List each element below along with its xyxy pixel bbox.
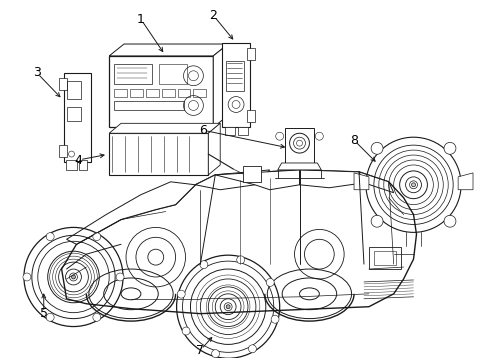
Polygon shape — [66, 182, 195, 244]
Circle shape — [225, 305, 230, 309]
Bar — [114, 100, 183, 111]
Circle shape — [46, 313, 54, 321]
Circle shape — [211, 350, 219, 357]
Bar — [243, 166, 260, 182]
Bar — [177, 89, 190, 96]
Circle shape — [411, 183, 415, 187]
Polygon shape — [195, 170, 269, 190]
Circle shape — [46, 233, 54, 240]
Polygon shape — [109, 44, 228, 56]
Polygon shape — [61, 170, 416, 314]
Bar — [222, 43, 249, 127]
Polygon shape — [109, 123, 220, 133]
Bar — [238, 127, 247, 135]
Circle shape — [93, 233, 101, 240]
Circle shape — [182, 327, 190, 335]
Bar — [373, 251, 395, 265]
Bar — [130, 89, 142, 96]
Polygon shape — [353, 173, 368, 190]
Text: 8: 8 — [349, 134, 357, 147]
Circle shape — [236, 256, 244, 264]
Bar — [59, 145, 66, 157]
Text: 7: 7 — [196, 344, 204, 357]
Polygon shape — [358, 172, 393, 193]
Bar — [109, 56, 213, 127]
Circle shape — [23, 273, 31, 281]
Text: 6: 6 — [199, 124, 207, 137]
Circle shape — [177, 290, 185, 298]
Bar — [114, 89, 127, 96]
Bar — [59, 78, 66, 90]
Bar — [63, 73, 91, 162]
Polygon shape — [215, 170, 299, 190]
Bar — [159, 64, 186, 84]
Polygon shape — [213, 44, 228, 127]
Bar — [225, 61, 244, 91]
Circle shape — [116, 273, 124, 281]
Circle shape — [370, 215, 382, 227]
Circle shape — [93, 313, 101, 321]
Circle shape — [200, 261, 207, 269]
Bar — [193, 89, 206, 96]
Text: 4: 4 — [74, 153, 82, 167]
Circle shape — [443, 143, 455, 154]
Bar — [246, 111, 254, 122]
Bar — [109, 133, 208, 175]
Circle shape — [248, 345, 256, 353]
Polygon shape — [457, 173, 472, 190]
Circle shape — [443, 215, 455, 227]
Circle shape — [265, 279, 274, 287]
Polygon shape — [277, 163, 321, 170]
Bar — [66, 108, 81, 121]
Text: 1: 1 — [137, 13, 144, 26]
Bar — [162, 89, 174, 96]
Circle shape — [71, 275, 75, 279]
Bar — [224, 127, 235, 135]
Bar — [65, 160, 77, 170]
Bar — [368, 247, 400, 269]
Bar — [246, 48, 254, 60]
Polygon shape — [299, 170, 363, 188]
Circle shape — [370, 143, 382, 154]
Text: 5: 5 — [40, 307, 48, 320]
Bar — [284, 128, 314, 163]
Circle shape — [270, 315, 279, 323]
Text: 3: 3 — [33, 66, 41, 79]
Bar — [145, 89, 159, 96]
Bar — [79, 160, 87, 170]
Bar — [114, 64, 151, 84]
Text: 2: 2 — [209, 9, 217, 22]
Bar — [66, 81, 81, 99]
Polygon shape — [208, 123, 220, 175]
